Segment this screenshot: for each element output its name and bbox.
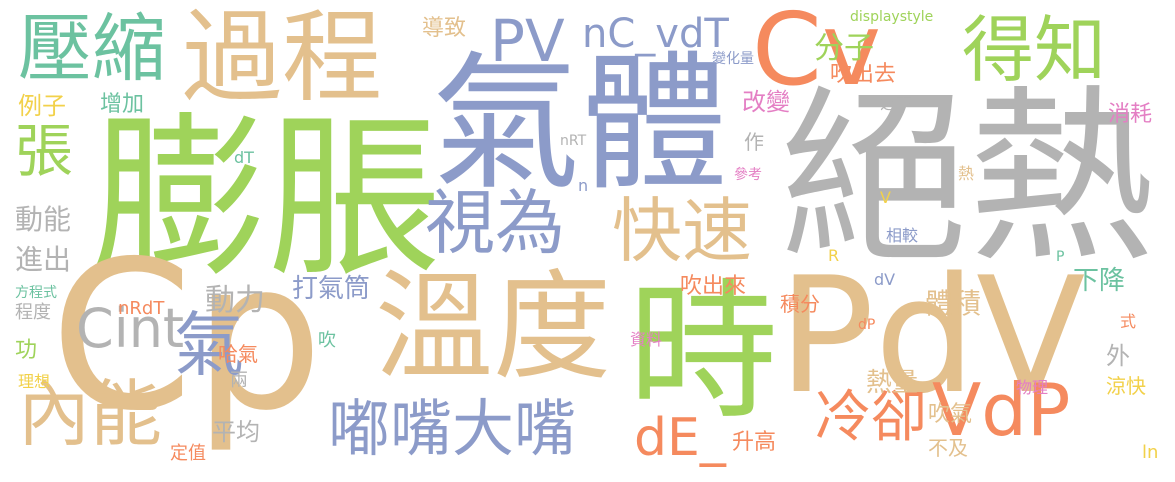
word-degree: 程度 (15, 302, 51, 323)
word-pout-mouth: 嘟嘴大嘴 (328, 392, 577, 465)
word-breathe: 哈氣 (218, 342, 258, 366)
word-average: 平均 (212, 418, 260, 446)
word-displaystyle: displaystyle (850, 9, 934, 25)
word-ideal: 理想 (18, 372, 51, 391)
word-nrdt: nRdT (118, 298, 165, 319)
word-qi: 氣 (174, 304, 244, 386)
word-cause: 導致 (422, 16, 467, 41)
word-change: 改變 (742, 88, 790, 116)
word-pv: PV (490, 7, 565, 75)
word-example: 例子 (18, 92, 66, 120)
word-dv: dV (874, 270, 896, 289)
word-consume: 消耗 (1108, 102, 1153, 127)
word-kinetic-energy: 動能 (15, 203, 72, 236)
word-cool: 涼快 (1106, 374, 1146, 398)
word-gas: 氣體 (432, 38, 728, 210)
word-in-out: 進出 (15, 243, 72, 276)
word-power: 動力 (205, 283, 265, 318)
word-ln: ln (1142, 442, 1159, 463)
word-adiabatic: 絕熱 (780, 69, 1156, 288)
word-decrease: 下降 (1073, 266, 1126, 296)
word-heat-quantity: 熱量 (866, 368, 919, 398)
word-integral: 積分 (780, 292, 820, 316)
word-zhang: 張 (15, 117, 74, 185)
word-two: 兩 (230, 370, 248, 391)
word-dp: dP (858, 317, 876, 333)
word-constant: 定值 (170, 443, 206, 464)
word-process: 過程 (182, 0, 382, 116)
word-p: P (1056, 249, 1065, 265)
word-blow-out-2: 吹出來 (680, 274, 747, 299)
word-act: 作 (744, 130, 764, 154)
word-outside: 外 (1106, 342, 1130, 370)
word-variation: 變化量 (712, 51, 754, 67)
word-cv: Cv (752, 0, 882, 108)
word-time: 時 (628, 266, 779, 440)
word-vdp: VdP (932, 368, 1071, 452)
word-fast: 快速 (612, 190, 752, 272)
word-formula: 式 (1120, 312, 1137, 331)
word-dt: dT (234, 148, 254, 167)
word-internal-energy: 內能 (18, 372, 163, 456)
word-pdv: PdV (778, 242, 1086, 429)
word-compress: 壓縮 (18, 6, 166, 92)
word-nrt: nRT (560, 133, 587, 149)
word-ncvdt: nC_vdT (582, 11, 729, 57)
word-increase: 增加 (100, 92, 145, 117)
word-work: 功 (15, 338, 38, 363)
word-compare: 相較 (886, 226, 919, 245)
word-r: R (828, 246, 840, 265)
word-pump: 打氣筒 (292, 274, 371, 304)
word-blow: 吹 (318, 330, 336, 351)
word-cp: Cp (50, 218, 324, 456)
word-volume: 體積 (925, 287, 982, 320)
word-rise: 升高 (732, 430, 777, 455)
word-cooling: 冷卻 (815, 385, 927, 450)
word-under: 之下 (880, 94, 913, 113)
word-blow-out: 吹出去 (830, 62, 897, 87)
word-not-in-time: 不及 (928, 436, 968, 460)
word-physics: 物理 (1016, 378, 1049, 397)
word-reference: 參考 (734, 167, 762, 183)
word-obtain: 得知 (962, 8, 1107, 92)
word-molecule: 分子 (814, 31, 874, 66)
word-expansion: 膨脹 (92, 98, 442, 301)
word-blow-air: 吹氣 (928, 402, 973, 427)
word-v: V (880, 188, 891, 207)
word-de: dE_ (634, 408, 726, 468)
word-equation: 方程式 (15, 285, 57, 301)
word-temperature: 溫度 (375, 258, 612, 396)
word-cint: Cint (76, 297, 185, 360)
word-regard-as: 視為 (425, 182, 565, 264)
word-data: 資料 (630, 330, 663, 349)
word-heat: 熱 (958, 164, 975, 183)
word-n: n (578, 176, 589, 195)
